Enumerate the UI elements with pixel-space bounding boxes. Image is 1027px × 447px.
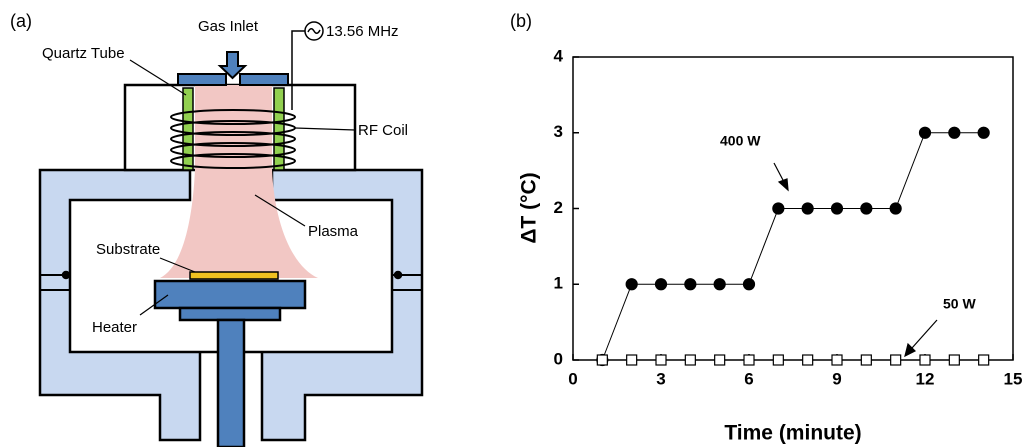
marker [772,202,785,215]
diagram-label: RF Coil [358,122,408,139]
marker [596,354,608,366]
chamber-wall [38,168,424,442]
y-tick-label: 1 [554,274,563,293]
heater-stem [216,318,246,447]
marker [684,354,696,366]
y-tick-label: 3 [554,122,563,141]
gas-arrow [217,51,248,80]
annotation: 50 W [943,296,976,312]
marker [831,354,843,366]
diagram [38,21,424,447]
marker [948,354,960,366]
marker [860,202,873,215]
marker [801,202,814,215]
marker [772,354,784,366]
top-cap [177,73,227,86]
marker [655,354,667,366]
marker [714,354,726,366]
annotation: 400 W [720,133,761,149]
marker [802,354,814,366]
diagram-label: Heater [92,319,137,336]
marker [890,354,902,366]
marker [889,202,902,215]
quartz-tube [273,87,285,171]
x-tick-label: 6 [744,369,753,388]
marker [977,126,990,139]
diagram-label: Gas Inlet [198,18,259,35]
marker [743,354,755,366]
marker [860,354,872,366]
marker [626,354,638,366]
x-axis-label: Time (minute) [724,422,861,445]
marker [830,202,844,215]
marker [919,354,931,366]
y-tick-label: 2 [554,198,563,217]
marker [625,278,638,291]
marker [918,126,932,139]
leader-lines [129,59,356,316]
marker [742,278,756,291]
top-cap [239,73,289,86]
marker [713,278,726,291]
rf-source-wave [307,28,321,34]
y-axis-label: ΔT (°C) [518,172,541,243]
y-tick-label: 4 [554,46,564,65]
x-tick-label: 15 [1004,369,1023,388]
rf-lead [291,30,305,110]
marker [978,354,990,366]
marker [684,278,697,291]
oring [61,270,71,280]
heater [153,279,307,310]
x-tick-label: 12 [916,369,935,388]
x-tick-label: 0 [568,369,577,388]
diagram-label: Quartz Tube [42,45,125,62]
substrate [189,271,279,280]
panel-label: (a) [10,11,32,31]
diagram-label: Plasma [308,223,359,240]
diagram-label: Substrate [96,241,160,258]
x-tick-label: 3 [656,369,665,388]
y-tick-label: 0 [554,349,563,368]
annotation-arrows [773,162,938,358]
panel-label: (b) [510,11,532,31]
marker [654,278,668,291]
series-line [601,132,984,361]
x-tick-label: 9 [832,369,841,388]
heater-base [178,306,282,322]
quartz-tube [182,87,194,171]
oring [393,270,403,280]
diagram-label: 13.56 MHz [326,23,399,40]
marker [948,126,961,139]
